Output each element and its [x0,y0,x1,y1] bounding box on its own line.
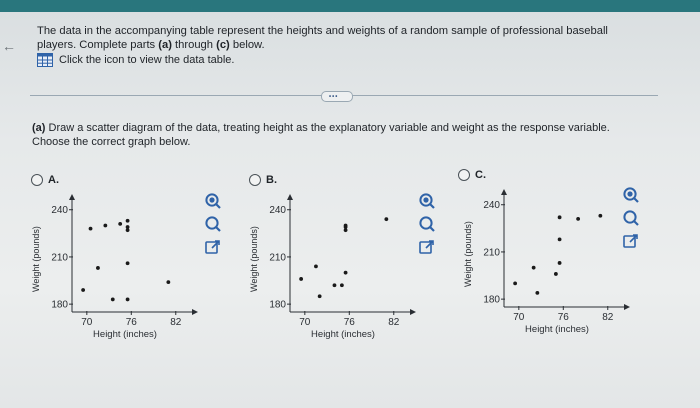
zoom-in-icon[interactable] [622,186,640,204]
option-a-radio[interactable] [31,174,43,186]
data-point [531,265,536,270]
y-axis-arrow [287,194,293,200]
external-link-icon[interactable] [204,238,222,256]
x-tick-label: 82 [388,317,400,328]
y-tick-label: 180 [483,295,500,306]
left-arrow-icon[interactable]: ← [2,38,16,54]
data-point [314,264,318,269]
zoom-in-icon[interactable] [204,192,222,210]
option-a-letter: A. [48,174,59,186]
data-point [553,272,558,276]
data-point [125,228,130,233]
intro-line-1: The data in the accompanying table repre… [37,25,608,37]
data-point [110,297,115,302]
data-point [332,283,337,288]
x-axis-label: Height (inches) [525,324,589,335]
data-point [88,226,93,231]
data-point [557,215,562,220]
y-tick-label: 180 [269,300,286,311]
data-point [118,221,123,226]
data-point [343,228,348,233]
header-bar [0,0,700,12]
data-point [166,280,171,285]
external-link-icon[interactable] [622,232,640,250]
data-point [96,266,100,270]
table-icon[interactable] [37,53,53,67]
scatter-chart-c: 180 210 240 70 76 82 Height (inches) Weight (po… [463,189,630,335]
data-point [299,277,304,281]
data-point [557,261,562,265]
option-c-tools [622,186,640,250]
data-point [513,281,518,286]
zoom-out-icon[interactable] [204,215,222,233]
data-table-link[interactable]: Click the icon to view the data table. [37,53,234,67]
y-tick-label: 240 [51,205,68,216]
y-tick-label: 240 [483,200,500,211]
zoom-out-icon[interactable] [622,209,640,227]
option-c-letter: C. [475,169,486,181]
x-axis-arrow [192,309,198,315]
x-tick-label: 76 [344,317,356,328]
more-button[interactable]: ••• [321,91,353,102]
part-a-line-2: Choose the correct graph below. [32,136,191,148]
x-tick-label: 76 [126,317,138,328]
data-point [557,237,562,242]
y-axis-label: Weight (pounds) [249,226,259,292]
more-button-dots: ••• [329,94,339,100]
data-point [125,225,130,229]
option-b-letter: B. [266,174,277,186]
data-table-link-text[interactable]: Click the icon to view the data table. [59,54,235,66]
data-point [343,270,348,275]
option-a-tools [204,192,222,256]
option-b-tools [418,192,436,256]
option-a-choice[interactable]: A. [31,174,59,186]
data-point [125,218,130,223]
y-tick-label: 240 [269,205,286,216]
intro-line-2: players. Complete parts (a) through (c) … [37,39,265,51]
data-point [81,288,86,292]
scatter-chart-b: 180 210 240 70 76 82 Height (inches) Weight (po… [249,194,416,340]
external-link-icon[interactable] [418,238,436,256]
y-tick-label: 210 [51,252,68,263]
data-point [103,223,108,228]
x-axis-label: Height (inches) [93,329,157,340]
question-intro: The data in the accompanying table repre… [37,24,677,52]
x-axis-arrow [410,309,416,315]
y-tick-label: 180 [51,300,68,311]
data-point [535,290,540,295]
y-axis-arrow [69,194,75,200]
option-c-choice[interactable]: C. [458,169,486,181]
part-a-line-1: (a) Draw a scatter diagram of the data, … [32,122,610,134]
option-b-choice[interactable]: B. [249,174,277,186]
x-tick-label: 70 [513,312,525,323]
x-axis-arrow [624,304,630,310]
y-axis-label: Weight (pounds) [31,226,41,292]
x-tick-label: 82 [602,312,614,323]
y-tick-label: 210 [483,247,500,258]
y-axis-arrow [501,189,507,195]
data-point [125,261,130,266]
data-point [339,283,344,288]
option-b-radio[interactable] [249,174,261,186]
zoom-in-icon[interactable] [418,192,436,210]
y-axis-label: Weight (pounds) [463,221,473,287]
scatter-chart-a: 180 210 240 70 76 82 Height (inches) Weight (po… [31,194,198,340]
x-tick-label: 76 [558,312,570,323]
x-tick-label: 82 [170,317,182,328]
zoom-out-icon[interactable] [418,215,436,233]
option-c-radio[interactable] [458,169,470,181]
data-point [576,216,581,221]
x-tick-label: 70 [299,317,311,328]
y-tick-label: 210 [269,252,286,263]
part-a-prompt: (a) Draw a scatter diagram of the data, … [32,121,672,149]
x-axis-label: Height (inches) [311,329,375,340]
x-tick-label: 70 [81,317,93,328]
data-point [317,294,322,299]
data-point [343,223,348,228]
data-point [125,297,130,302]
data-point [598,213,603,218]
data-point [384,217,389,222]
